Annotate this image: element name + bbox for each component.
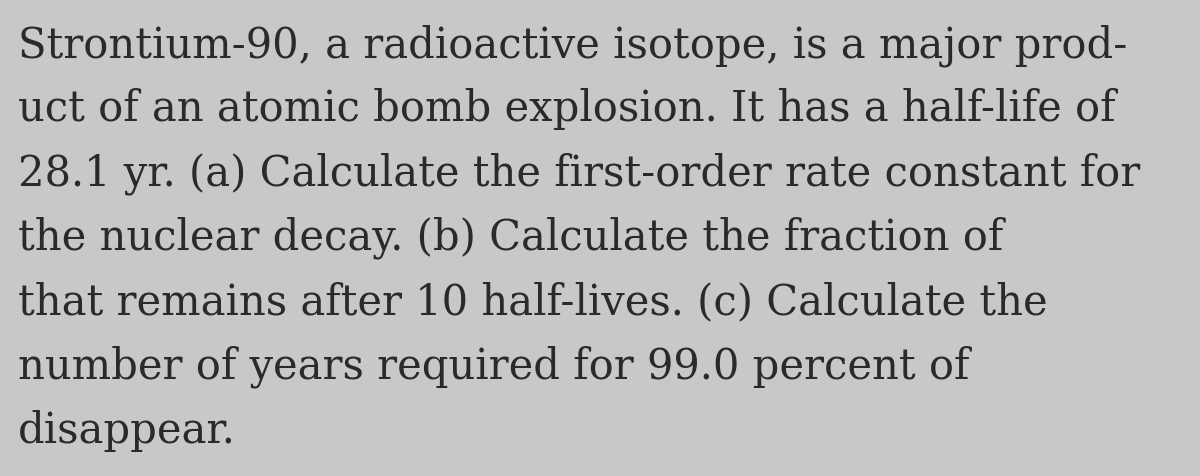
Text: that remains after 10 half-lives. (c) Calculate the: that remains after 10 half-lives. (c) Ca…: [18, 281, 1048, 323]
Text: Strontium-90, a radioactive isotope, is a major prod-: Strontium-90, a radioactive isotope, is …: [18, 24, 1127, 67]
Text: disappear.: disappear.: [18, 410, 236, 452]
Text: uct of an atomic bomb explosion. It has a half-life of: uct of an atomic bomb explosion. It has …: [18, 89, 1116, 130]
Text: the nuclear decay. (b) Calculate the fraction of: the nuclear decay. (b) Calculate the fra…: [18, 217, 1016, 259]
Text: 28.1 yr. (a) Calculate the first-order rate constant for: 28.1 yr. (a) Calculate the first-order r…: [18, 153, 1140, 195]
Text: number of years required for 99.0 percent of: number of years required for 99.0 percen…: [18, 346, 983, 388]
